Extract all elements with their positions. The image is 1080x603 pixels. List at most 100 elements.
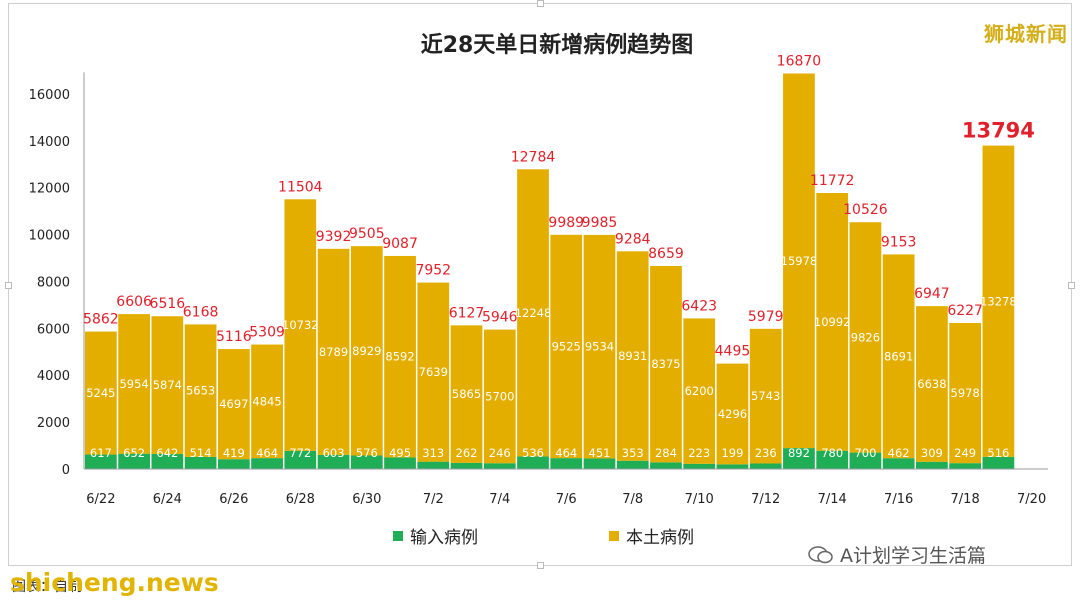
legend-label-imported: 输入病例	[410, 528, 478, 548]
bar-label-imported: 223	[688, 446, 710, 460]
y-tick-label: 16000	[29, 88, 70, 103]
bar-local	[118, 314, 150, 454]
y-tick-label: 10000	[29, 229, 70, 244]
bar-local	[151, 316, 184, 454]
bar-total-label: 16870	[777, 53, 822, 69]
bar-label-imported: 246	[489, 446, 511, 460]
bar-imported	[417, 461, 450, 469]
x-tick-label: 7/16	[884, 492, 913, 507]
bar-total-label: 8659	[648, 246, 684, 262]
bar-label-local: 9826	[851, 330, 880, 344]
x-tick-label: 7/14	[818, 492, 847, 507]
chart-caption: 图表：自制	[12, 579, 82, 595]
bar-imported	[749, 463, 782, 469]
bar-total-label: 9505	[349, 226, 385, 242]
resize-handle-right[interactable]	[1068, 282, 1075, 289]
bar-local	[683, 318, 716, 464]
bar-label-local: 5700	[485, 389, 514, 403]
bar-label-imported: 780	[821, 446, 843, 460]
bar-label-imported: 576	[356, 446, 378, 460]
bar-label-imported: 236	[755, 446, 777, 460]
bar-imported	[949, 463, 982, 469]
x-tick-label: 6/28	[286, 492, 315, 507]
bar-label-local: 5954	[119, 377, 148, 391]
bar-label-local: 15978	[781, 254, 818, 268]
x-axis: 6/22 6/24 6/26 6/28 6/30 7/2 7/4 7/6 7/8 7/10 7/12…	[84, 468, 1048, 507]
resize-handle-left[interactable]	[5, 282, 12, 289]
bar-label-local: 9525	[552, 339, 581, 353]
bar-label-imported: 262	[456, 446, 478, 460]
bar-local	[251, 344, 283, 459]
site-watermark: shicheng.news	[10, 568, 219, 597]
bar-label-imported: 514	[190, 446, 212, 460]
bar-imported	[616, 460, 649, 469]
bar-local	[384, 255, 416, 458]
bar-local	[882, 254, 915, 459]
bar-imported	[450, 462, 483, 469]
bar-local	[749, 328, 782, 464]
bar-label-local: 8691	[884, 349, 913, 363]
bar-label-imported: 772	[289, 446, 311, 460]
bar-imported	[118, 453, 150, 469]
bar-local	[849, 222, 882, 453]
bar-label-local: 6638	[917, 377, 946, 391]
bar-local	[450, 325, 483, 463]
bar-total-label: 5946	[482, 310, 518, 326]
x-tick-label: 7/20	[1017, 492, 1046, 507]
bar-imported	[982, 456, 1015, 469]
bar-imported	[85, 454, 117, 469]
bar-imported	[151, 453, 184, 469]
y-tick-label: 4000	[37, 369, 70, 384]
bar-total-label: 9392	[316, 229, 352, 245]
bar-label-imported: 249	[954, 446, 976, 460]
bar-imported	[882, 458, 915, 469]
y-tick-label: 0	[62, 463, 70, 478]
bar-total-label: 9153	[881, 234, 917, 250]
bar-label-local: 8789	[319, 345, 348, 359]
x-tick-label: 7/12	[751, 492, 780, 507]
bar-label-local: 4296	[718, 407, 747, 421]
legend-label-local: 本土病例	[626, 528, 694, 548]
bar-imported	[284, 450, 317, 469]
bar-label-imported: 642	[156, 446, 178, 460]
bar-label-imported: 536	[522, 446, 544, 460]
resize-handle-top[interactable]	[537, 0, 544, 7]
bar-total-label: 9989	[548, 215, 584, 231]
bar-total-label: 9087	[382, 236, 418, 252]
y-tick-label: 14000	[29, 135, 70, 150]
bar-total-label: 6423	[681, 298, 717, 314]
bar-local	[217, 349, 250, 460]
y-tick-label: 6000	[37, 322, 70, 337]
bar-local	[550, 234, 583, 459]
bar-total-label: 4495	[715, 344, 751, 360]
bar-label-imported: 462	[888, 446, 910, 460]
bar-label-local: 4845	[252, 394, 281, 408]
y-axis: 0 2000 4000 6000 8000 10000 12000 14000 16000	[29, 72, 85, 478]
bar-label-local: 5874	[153, 378, 182, 392]
bar-label-imported: 464	[555, 446, 577, 460]
bar-imported	[184, 456, 217, 469]
bar-total-label: 6947	[914, 286, 950, 302]
bar-imported	[384, 457, 416, 469]
y-tick-label: 8000	[37, 275, 70, 290]
bar-imported	[483, 463, 516, 469]
bar-local	[417, 282, 450, 462]
bar-local	[949, 323, 982, 464]
bar-label-local: 5653	[186, 384, 215, 398]
bar-label-local: 5865	[452, 387, 481, 401]
brand-logo-text: 狮城新闻	[984, 22, 1068, 46]
resize-handle-bottom[interactable]	[537, 562, 544, 569]
bar-total-label: 5862	[83, 312, 119, 328]
bar-label-local: 5978	[951, 386, 980, 400]
bar-total-label: 5116	[216, 329, 252, 345]
bar-imported	[217, 459, 250, 469]
bar-local	[483, 329, 516, 464]
bar-total-label: 13794	[962, 119, 1035, 143]
bar-label-imported: 353	[622, 446, 644, 460]
bar-local	[85, 331, 117, 455]
bar-label-local: 7639	[419, 365, 448, 379]
bar-imported	[783, 448, 815, 469]
wechat-icon	[808, 545, 833, 563]
bar-total-label: 6227	[947, 303, 983, 319]
